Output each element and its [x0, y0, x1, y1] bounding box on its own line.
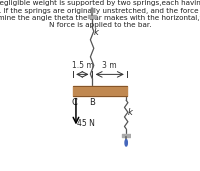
Text: 3 m: 3 m	[102, 61, 116, 70]
Text: B: B	[89, 98, 95, 107]
Text: k: k	[128, 108, 133, 117]
Circle shape	[91, 8, 93, 14]
Circle shape	[125, 140, 127, 146]
Text: 1.5 m: 1.5 m	[72, 61, 94, 70]
Text: k: k	[94, 28, 98, 37]
Bar	[73, 86, 127, 96]
Text: C: C	[71, 98, 77, 107]
Text: The bar of negligible weight is supported by two springs,each having a stiffness: The bar of negligible weight is supporte…	[0, 0, 200, 29]
Text: 45 N: 45 N	[77, 119, 95, 128]
